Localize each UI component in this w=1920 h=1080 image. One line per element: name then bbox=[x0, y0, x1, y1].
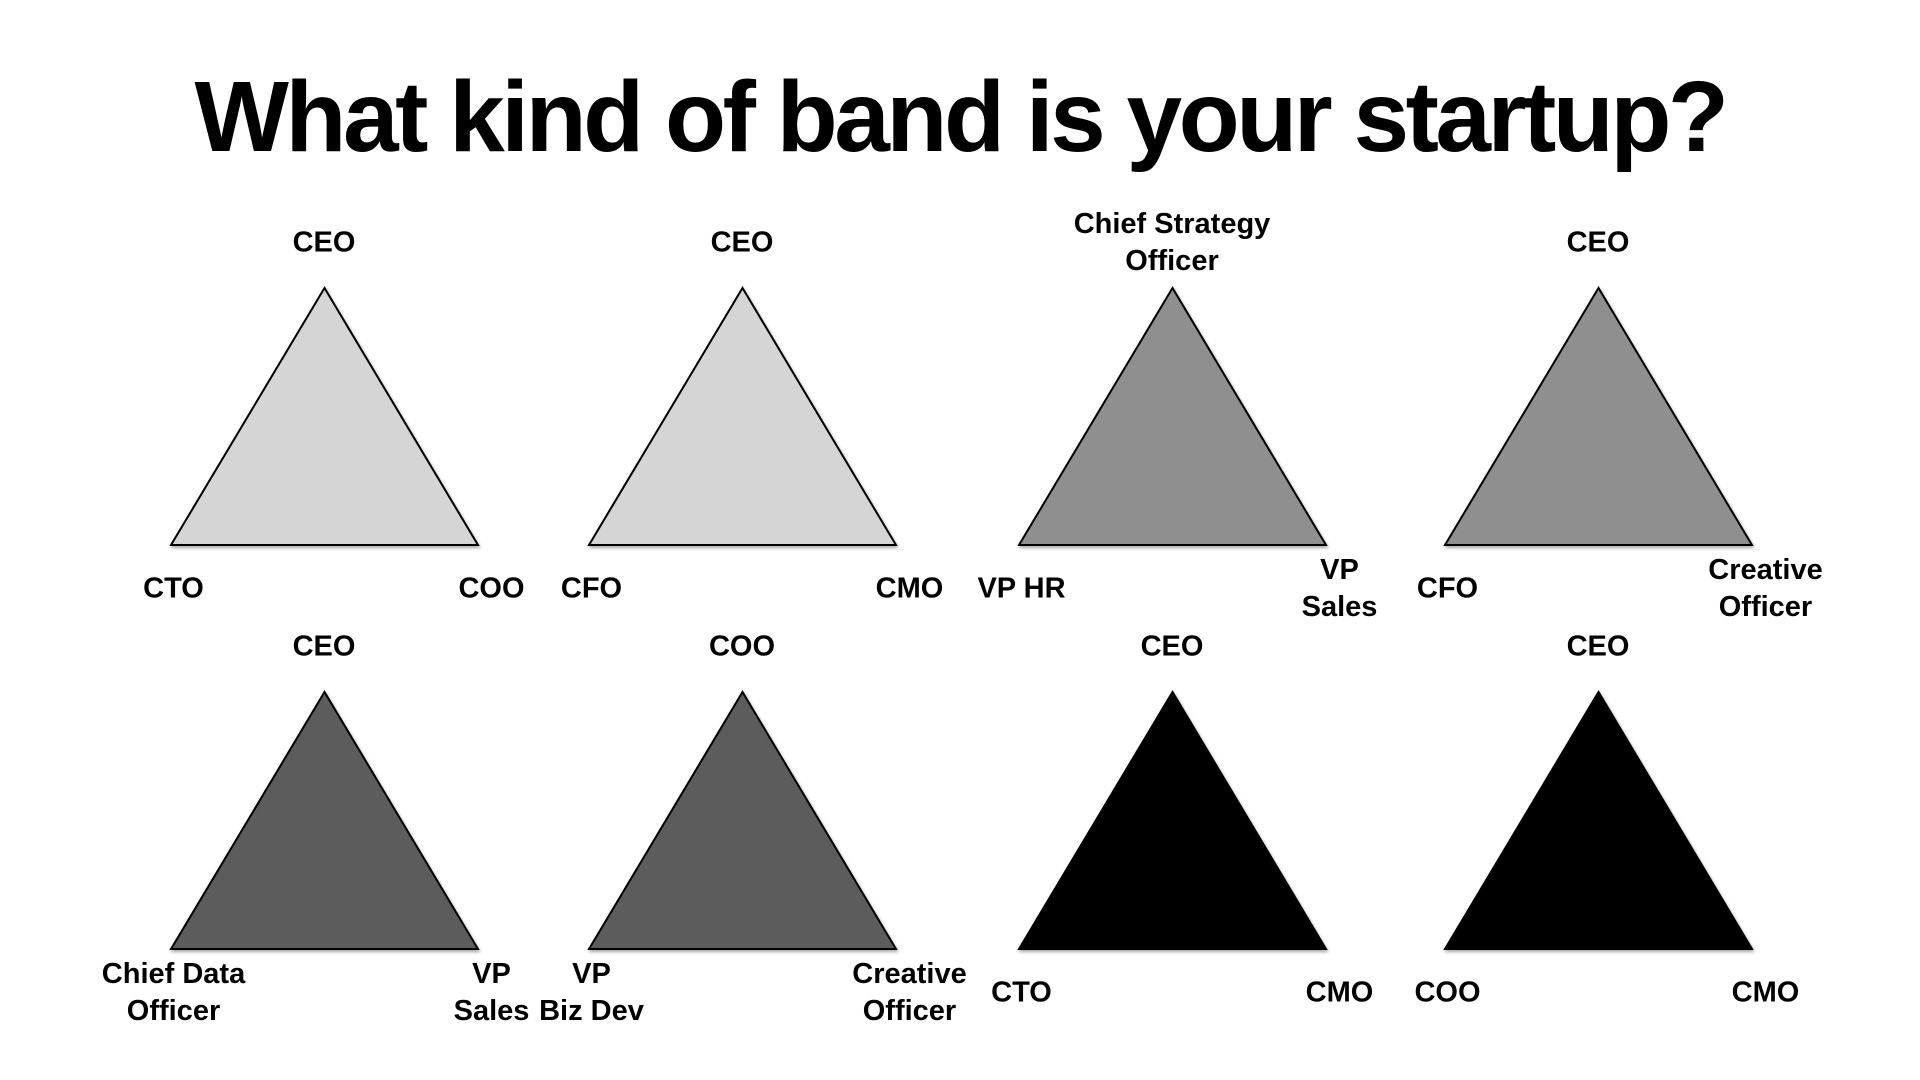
apex-role-label: CEO bbox=[292, 226, 356, 259]
apex-role-label: CEO bbox=[292, 630, 356, 663]
left-role-label: Chief Data Officer bbox=[101, 958, 246, 1027]
apex-role-label: CEO bbox=[710, 226, 774, 259]
left-role-label: COO bbox=[1414, 976, 1481, 1009]
band-triangle bbox=[168, 690, 480, 950]
triangle-shape bbox=[1442, 286, 1754, 546]
left-role-label: CTO bbox=[991, 976, 1052, 1009]
right-role-label: COO bbox=[458, 572, 525, 605]
band-triangle bbox=[1442, 286, 1754, 546]
right-role-label: Creative Officer bbox=[1708, 554, 1823, 623]
right-role-label: Creative Officer bbox=[852, 958, 967, 1027]
right-role-label: CMO bbox=[875, 572, 944, 605]
band-triangle bbox=[168, 286, 480, 546]
left-role-label: CFO bbox=[560, 572, 623, 605]
band-triangle bbox=[1016, 690, 1328, 950]
apex-role-label: COO bbox=[708, 630, 776, 663]
band-triangle bbox=[1016, 286, 1328, 546]
left-role-label: CTO bbox=[143, 572, 204, 605]
slide-title: What kind of band is your startup? bbox=[194, 61, 1730, 173]
left-role-label: VP Biz Dev bbox=[539, 958, 644, 1027]
apex-role-label: Chief Strategy Officer bbox=[1073, 208, 1271, 277]
triangle-shape bbox=[168, 286, 480, 546]
right-role-label: VP Sales bbox=[453, 958, 530, 1027]
band-triangle bbox=[586, 286, 898, 546]
triangle-shape bbox=[1016, 286, 1328, 546]
triangle-shape bbox=[586, 286, 898, 546]
band-triangle bbox=[1442, 690, 1754, 950]
apex-role-label: CEO bbox=[1140, 630, 1204, 663]
triangle-shape bbox=[168, 690, 480, 950]
band-triangle bbox=[586, 690, 898, 950]
right-role-label: VP Sales bbox=[1301, 554, 1378, 623]
left-role-label: VP HR bbox=[977, 572, 1066, 605]
triangle-shape bbox=[1442, 690, 1754, 950]
apex-role-label: CEO bbox=[1566, 630, 1630, 663]
triangle-shape bbox=[586, 690, 898, 950]
right-role-label: CMO bbox=[1731, 976, 1800, 1009]
apex-role-label: CEO bbox=[1566, 226, 1630, 259]
left-role-label: CFO bbox=[1416, 572, 1479, 605]
right-role-label: CMO bbox=[1305, 976, 1374, 1009]
triangle-shape bbox=[1016, 690, 1328, 950]
